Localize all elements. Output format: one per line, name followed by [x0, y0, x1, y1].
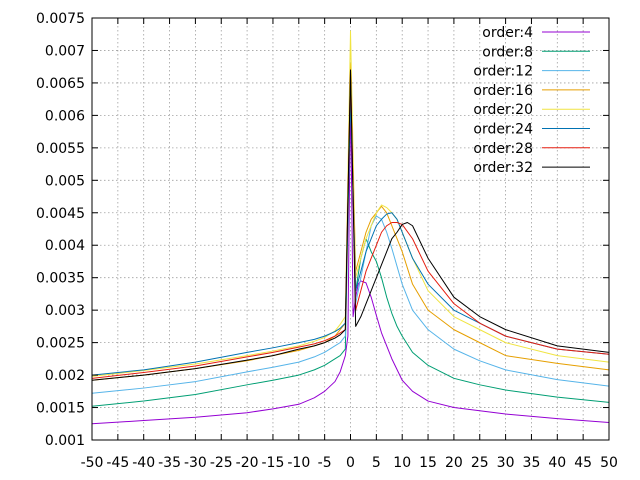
x-tick-label: -10 [287, 455, 310, 471]
y-tick-label: 0.0045 [36, 206, 85, 222]
series-line-1 [91, 88, 610, 425]
x-tick-label: -35 [158, 455, 181, 471]
y-tick-label: 0.001 [45, 433, 85, 449]
legend-label: order:32 [473, 160, 533, 176]
series-line-7 [91, 69, 610, 379]
legend-label: order:8 [482, 44, 533, 60]
x-tick-label: -45 [106, 455, 129, 471]
y-tick-label: 0.0065 [36, 76, 85, 92]
legend-label: order:16 [473, 83, 533, 99]
x-tick-label: 40 [548, 455, 566, 471]
y-tick-label: 0.0035 [36, 271, 85, 287]
series-lines [91, 30, 610, 425]
x-tick-label: -40 [132, 455, 155, 471]
y-axis: 0.001 0.0015 0.002 0.0025 0.003 0.0035 0.004 0.… [36, 11, 609, 449]
y-tick-label: 0.004 [45, 238, 85, 254]
legend: order:4 order:8 order:12 order:16 order:20 or… [473, 25, 590, 176]
x-tick-label: 50 [600, 455, 618, 471]
legend-label: order:12 [473, 64, 533, 80]
x-axis: -50 -45 -40 -35 -30 -25 -20 -15 -10 -5 0 5 10 15 20 25 3… [81, 18, 618, 471]
series-line-3 [91, 75, 610, 394]
legend-label: order:24 [473, 122, 533, 138]
y-tick-label: 0.002 [45, 368, 85, 384]
legend-label: order:28 [473, 141, 533, 157]
legend-label: order:4 [482, 25, 533, 41]
x-tick-label: 15 [419, 455, 437, 471]
x-tick-label: 5 [372, 455, 381, 471]
series-line-4 [91, 62, 610, 381]
y-tick-label: 0.006 [45, 108, 85, 124]
x-tick-label: 45 [574, 455, 592, 471]
x-tick-label: 10 [393, 455, 411, 471]
y-tick-label: 0.003 [45, 303, 85, 319]
y-tick-label: 0.007 [45, 43, 85, 59]
x-tick-label: 30 [497, 455, 515, 471]
x-tick-label: -20 [236, 455, 259, 471]
x-tick-label: 25 [471, 455, 489, 471]
x-tick-label: -5 [318, 455, 332, 471]
x-tick-label: -25 [210, 455, 233, 471]
series-line-6 [91, 88, 610, 376]
y-tick-label: 0.0055 [36, 141, 85, 157]
series-line-8 [91, 69, 610, 381]
x-tick-label: 0 [346, 455, 355, 471]
x-tick-label: 35 [523, 455, 541, 471]
y-tick-label: 0.0075 [36, 11, 85, 27]
x-tick-label: -15 [262, 455, 285, 471]
y-tick-label: 0.0015 [36, 401, 85, 417]
y-tick-label: 0.0025 [36, 336, 85, 352]
series-line-5 [91, 30, 610, 377]
x-tick-label: -30 [184, 455, 207, 471]
x-tick-label: 20 [445, 455, 463, 471]
legend-label: order:20 [473, 102, 533, 118]
x-tick-label: -50 [81, 455, 104, 471]
y-tick-label: 0.005 [45, 173, 85, 189]
